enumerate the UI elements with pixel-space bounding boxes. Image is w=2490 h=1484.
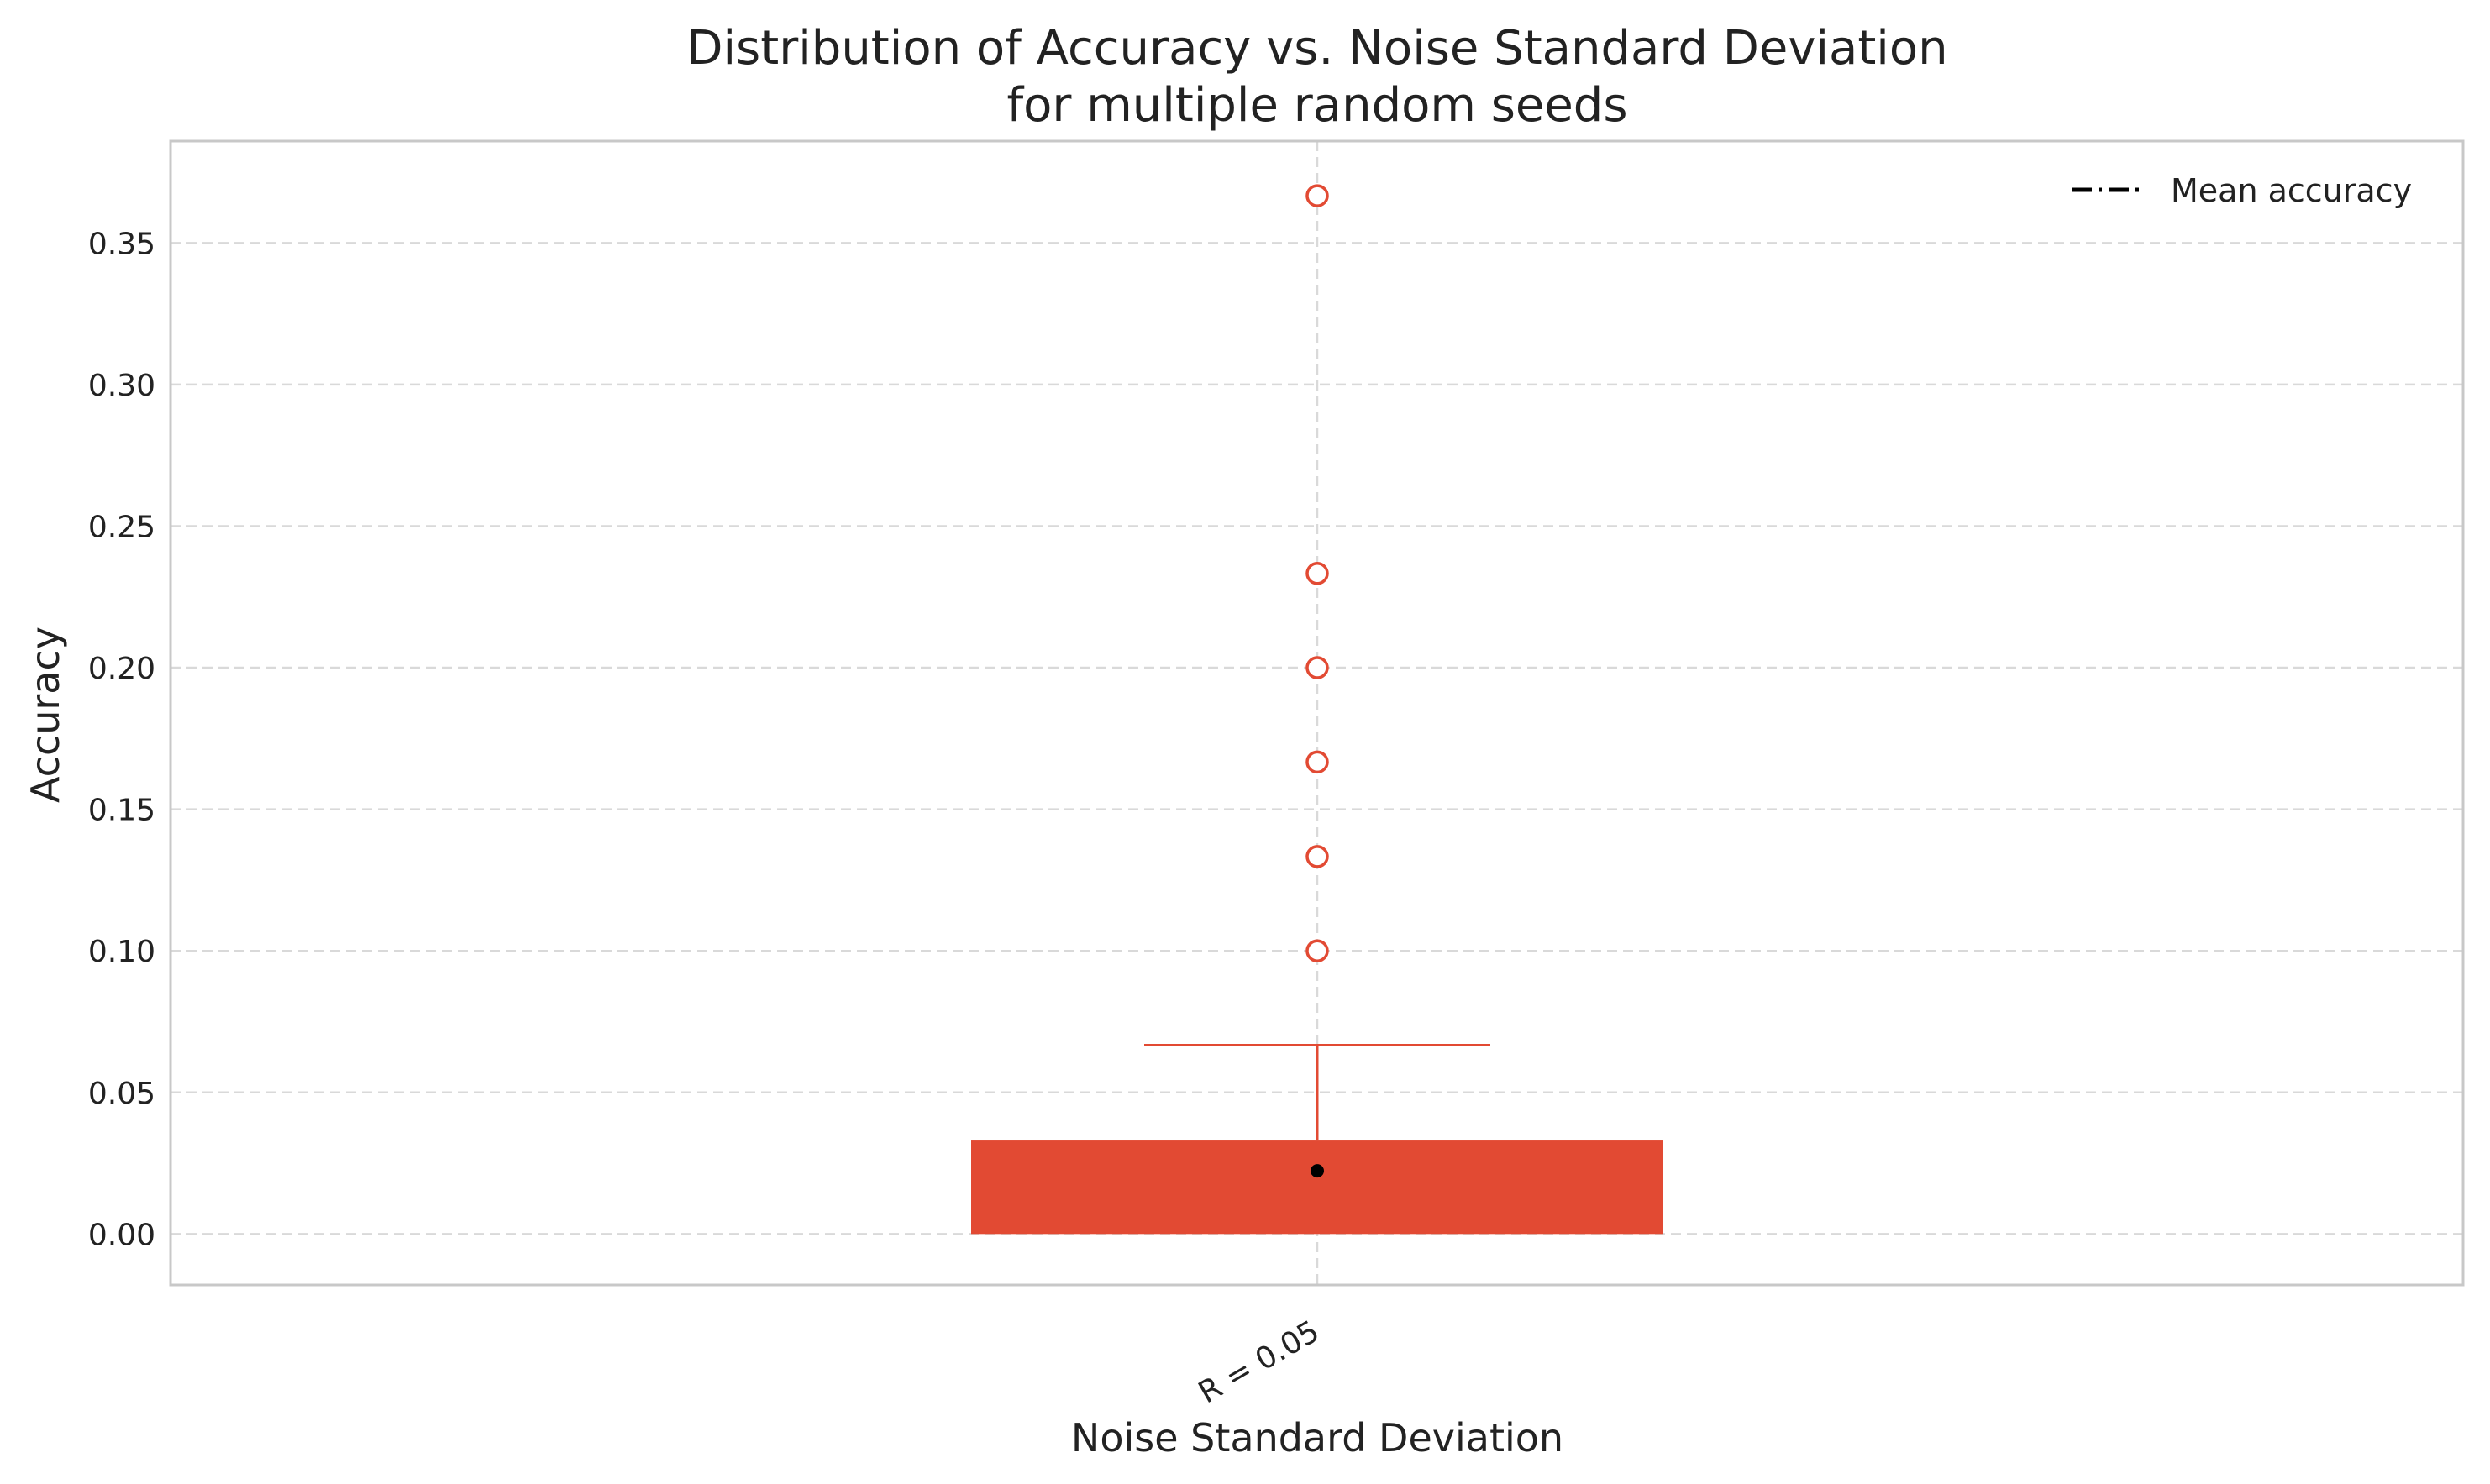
plot-frame	[169, 139, 2465, 1287]
outlier-point	[1305, 845, 1329, 868]
mean-marker	[1311, 1164, 1324, 1178]
outlier-point	[1305, 750, 1329, 774]
y-tick-label: 0.10	[88, 935, 155, 969]
y-tick-label: 0.15	[88, 794, 155, 828]
y-tick-label: 0.25	[88, 510, 155, 544]
y-tick-label: 0.35	[88, 227, 155, 261]
y-axis-label: Accuracy	[23, 627, 68, 803]
outlier-point	[1305, 939, 1329, 962]
x-tick-label: R = 0.05	[1193, 1314, 1326, 1411]
outlier-point	[1305, 184, 1329, 207]
legend-entry-mean-accuracy: Mean accuracy	[2171, 172, 2412, 209]
chart-title: Distribution of Accuracy vs. Noise Stand…	[686, 21, 1947, 76]
y-tick-label: 0.05	[88, 1077, 155, 1111]
legend: Mean accuracy	[2048, 160, 2451, 225]
data-layer	[971, 184, 1663, 1235]
outlier-point	[1305, 562, 1329, 585]
box-body	[971, 1140, 1663, 1235]
chart-subtitle: for multiple random seeds	[1006, 78, 1627, 133]
outlier-point	[1305, 656, 1329, 679]
y-tick-label: 0.00	[88, 1218, 155, 1252]
y-tick-label: 0.20	[88, 652, 155, 686]
legend-box	[2048, 160, 2451, 225]
y-tick-label: 0.30	[88, 369, 155, 403]
x-axis-label: Noise Standard Deviation	[1071, 1415, 1563, 1460]
